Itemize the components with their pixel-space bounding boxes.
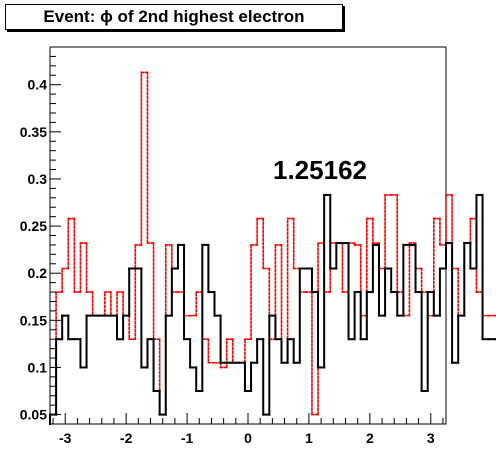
chart-annotation: 1.25162 bbox=[273, 155, 367, 185]
x-tick-label: 2 bbox=[366, 430, 374, 446]
chart-title: Event: ϕ of 2nd highest electron bbox=[43, 7, 305, 26]
x-tick-label: -1 bbox=[181, 430, 194, 446]
chart-title-box: Event: ϕ of 2nd highest electron bbox=[5, 4, 343, 30]
y-tick-label: 0.1 bbox=[28, 359, 48, 375]
x-tick-label: 1 bbox=[305, 430, 313, 446]
y-tick-label: 0.05 bbox=[20, 407, 47, 423]
plot-frame bbox=[49, 46, 447, 425]
y-tick-label: 0.35 bbox=[20, 124, 47, 140]
x-tick-label: -2 bbox=[120, 430, 133, 446]
y-tick-label: 0.15 bbox=[20, 312, 47, 328]
x-tick-label: -3 bbox=[59, 430, 72, 446]
y-tick-label: 0.3 bbox=[28, 171, 48, 187]
x-tick-label: 0 bbox=[244, 430, 252, 446]
x-tick-label: 3 bbox=[427, 430, 435, 446]
y-tick-label: 0.4 bbox=[28, 77, 48, 93]
histogram-series-dotted bbox=[49, 71, 496, 425]
y-tick-label: 0.2 bbox=[28, 265, 48, 281]
y-tick-label: 0.25 bbox=[20, 218, 47, 234]
histogram-series-solid bbox=[49, 193, 496, 425]
